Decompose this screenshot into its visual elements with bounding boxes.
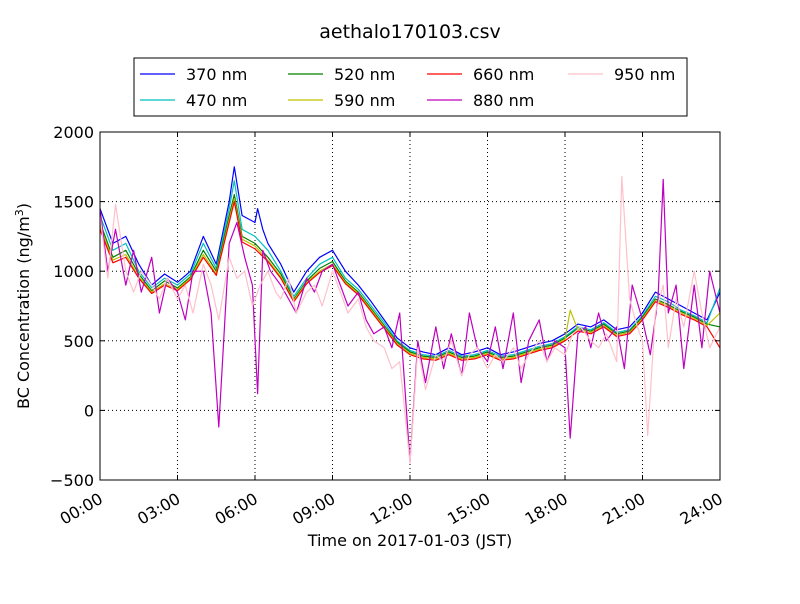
x-axis-label: Time on 2017-01-03 (JST) <box>307 531 512 550</box>
series-line <box>99 194 721 359</box>
legend-label: 470 nm <box>186 91 247 110</box>
y-axis-label: BC Concentration (ng/m3) <box>13 203 34 409</box>
grid-lines <box>100 132 720 480</box>
legend-item: 590 nm <box>288 91 395 110</box>
legend-item: 520 nm <box>288 65 395 84</box>
series-line <box>99 201 721 361</box>
y-tick-label: 1500 <box>53 193 94 212</box>
y-axis-label-end: ) <box>14 203 33 209</box>
legend-item: 950 nm <box>568 65 675 84</box>
legend-item: 660 nm <box>427 65 534 84</box>
legend: 370 nm 470 nm 520 nm 590 nm 660 nm 880 nm 950 … <box>133 57 688 117</box>
legend-item: 880 nm <box>427 91 534 110</box>
chart-title: aethalo170103.csv <box>319 21 501 43</box>
y-tick-label: 0 <box>84 401 94 420</box>
legend-label: 880 nm <box>473 91 534 110</box>
y-axis-label-sup: 3 <box>13 209 26 216</box>
legend-label: 520 nm <box>334 65 395 84</box>
y-tick-label: 2000 <box>53 123 94 142</box>
y-axis-label-main: BC Concentration (ng/m <box>14 216 33 409</box>
series-line <box>99 180 721 357</box>
y-tick-label: −500 <box>50 471 94 490</box>
series-line <box>99 175 721 464</box>
legend-item: 370 nm <box>140 65 247 84</box>
y-tick-label: 500 <box>63 332 94 351</box>
series-line <box>99 166 721 356</box>
y-tick-label: 1000 <box>53 262 94 281</box>
legend-box <box>133 57 688 117</box>
legend-label: 590 nm <box>334 91 395 110</box>
legend-item: 470 nm <box>140 91 247 110</box>
series-group <box>99 166 721 464</box>
legend-label: 660 nm <box>473 65 534 84</box>
plot-area <box>100 132 720 480</box>
legend-label: 370 nm <box>186 65 247 84</box>
legend-label: 950 nm <box>614 65 675 84</box>
